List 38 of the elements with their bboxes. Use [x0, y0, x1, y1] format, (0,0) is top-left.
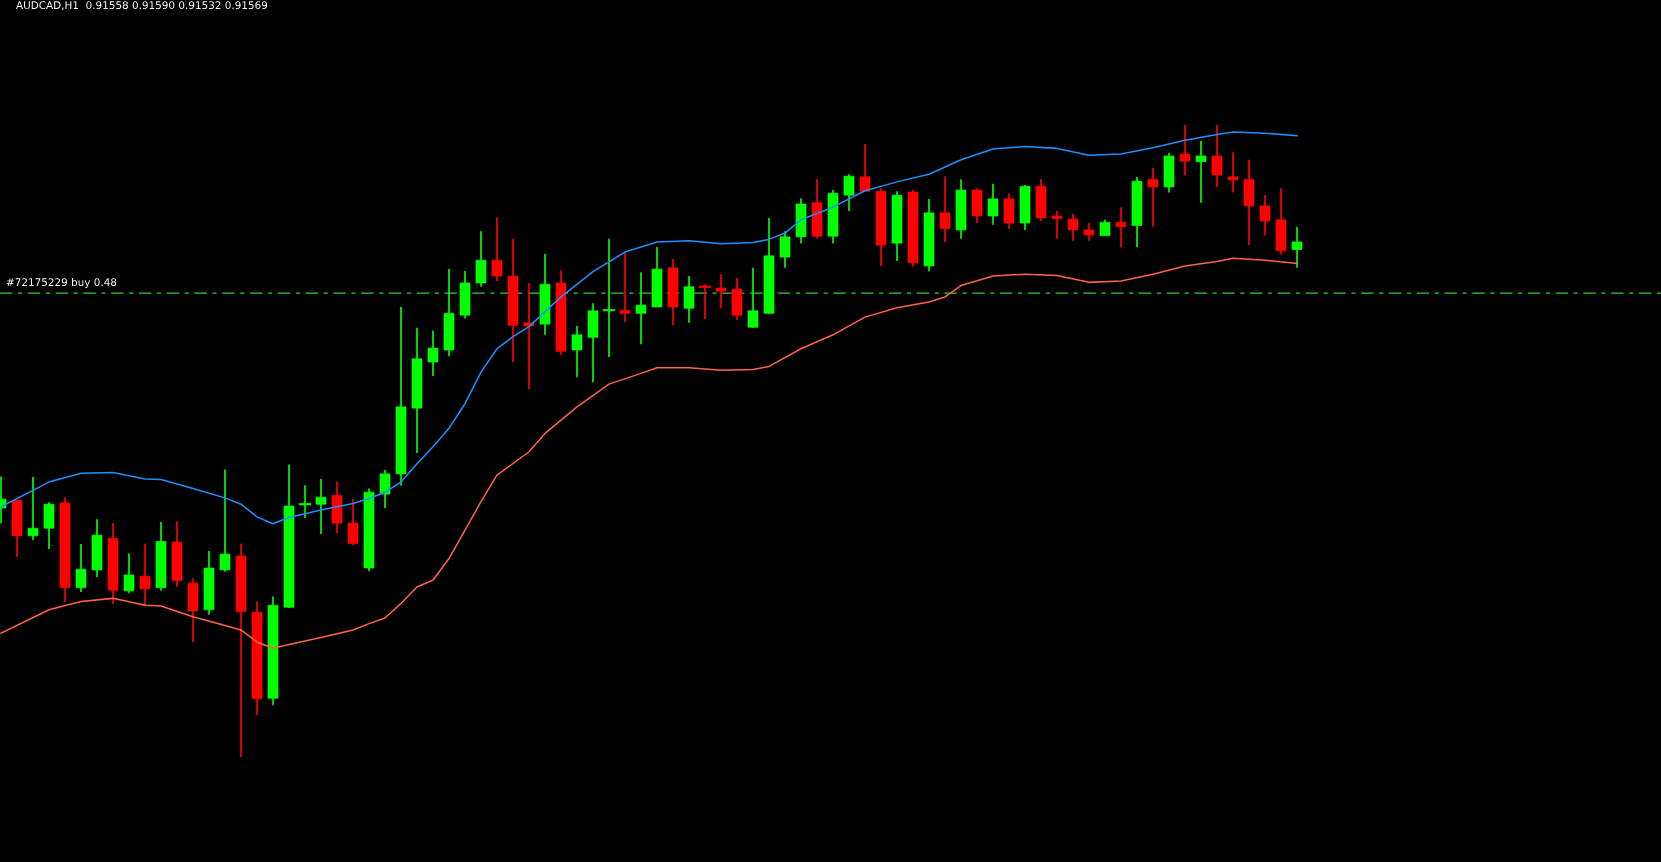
candlestick — [1067, 213, 1079, 242]
candlestick — [1147, 167, 1159, 228]
candlestick — [1227, 151, 1239, 194]
candlestick — [779, 230, 791, 269]
candlestick — [1195, 139, 1207, 204]
candlestick — [379, 469, 391, 509]
candlestick — [571, 325, 583, 379]
candlestick — [491, 216, 503, 282]
candlestick — [347, 498, 359, 547]
candlestick — [683, 275, 695, 324]
candlestick — [139, 542, 151, 607]
candlestick — [219, 468, 231, 573]
candlestick — [843, 173, 855, 212]
candlestick — [27, 476, 39, 542]
candlestick — [619, 251, 631, 324]
candlestick — [987, 182, 999, 226]
candlestick — [939, 175, 951, 243]
candlestick — [1051, 210, 1063, 240]
candlestick — [298, 484, 312, 519]
candlestick — [859, 143, 871, 193]
candlestick — [698, 283, 712, 320]
ref-line-label: #72175229 buy 0.48 — [6, 277, 117, 289]
candlestick — [1115, 206, 1127, 249]
candlestick — [635, 271, 647, 346]
chart-title: AUDCAD,H1 0.91558 0.91590 0.91532 0.91569 — [16, 1, 268, 11]
candlestick — [1179, 124, 1191, 177]
candlestick — [1211, 124, 1223, 188]
candlestick — [1291, 225, 1303, 269]
candlestick — [427, 329, 439, 377]
candlestick — [315, 478, 327, 535]
candlestick — [1259, 194, 1271, 237]
candlestick — [123, 552, 135, 595]
candlestick — [715, 273, 727, 310]
candlestick — [747, 266, 759, 329]
candlestick — [75, 543, 87, 593]
candlestick — [523, 282, 535, 391]
candlestick — [475, 230, 487, 288]
candlestick — [602, 237, 616, 358]
